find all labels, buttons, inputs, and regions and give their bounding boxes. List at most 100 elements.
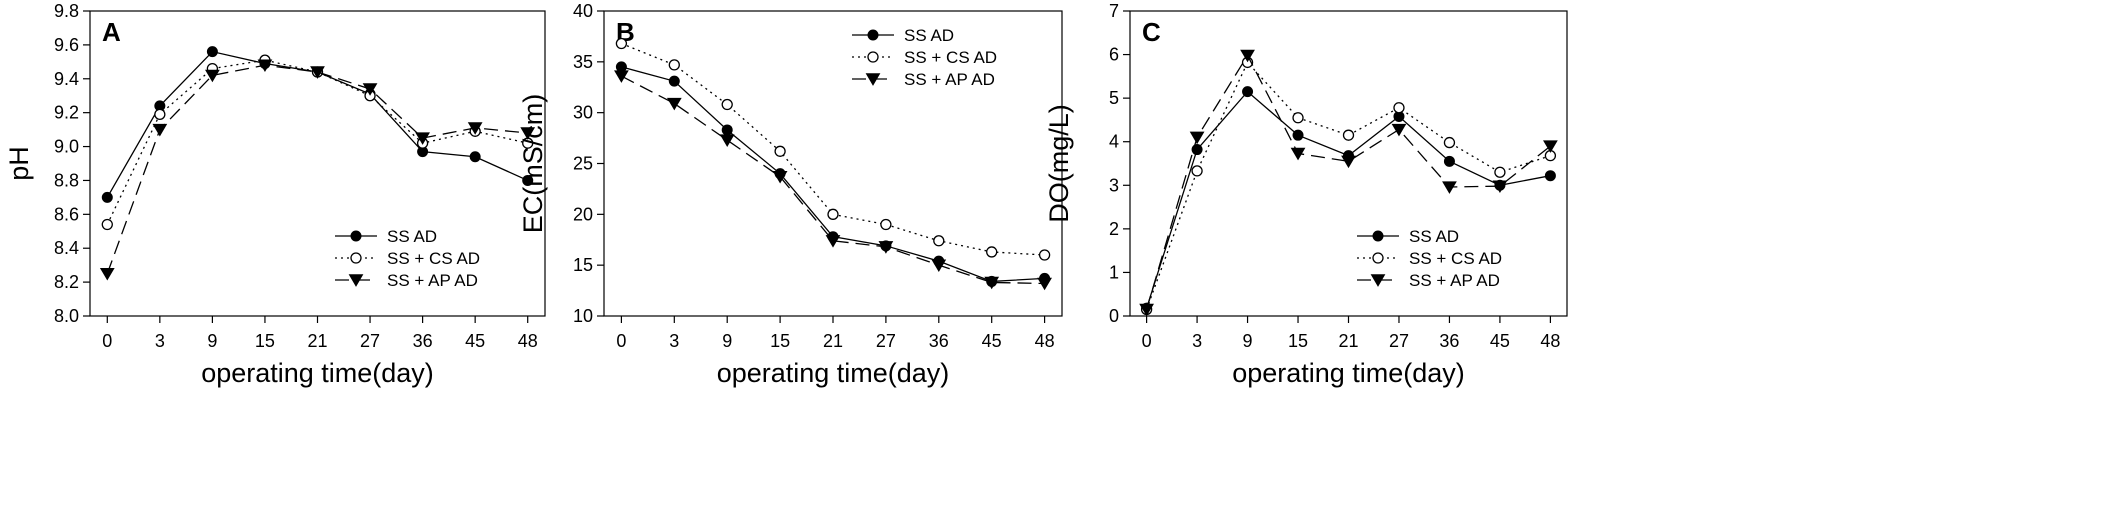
data-point xyxy=(1494,166,1506,178)
series-3 xyxy=(1139,49,1558,317)
legend: SS AD SS + CS AD SS + AP AD xyxy=(852,26,997,89)
data-point xyxy=(774,145,786,157)
legend-marker xyxy=(1372,252,1384,264)
y-tick-label: 25 xyxy=(573,154,593,174)
data-point xyxy=(878,241,894,254)
data-point xyxy=(1191,165,1203,177)
x-tick-label: 3 xyxy=(1192,331,1202,351)
data-point xyxy=(205,69,220,83)
series-line xyxy=(621,75,1045,285)
data-point xyxy=(1240,49,1255,63)
legend: SS AD SS + CS AD SS + AP AD xyxy=(335,227,480,290)
y-tick-label: 3 xyxy=(1109,175,1119,195)
series-2 xyxy=(615,37,1051,261)
data-point xyxy=(101,218,113,231)
data-point xyxy=(880,218,892,231)
y-tick-label: 30 xyxy=(573,103,593,123)
data-point xyxy=(257,59,273,73)
series-2 xyxy=(101,54,534,231)
data-point xyxy=(1189,131,1205,145)
x-tick-label: 48 xyxy=(518,331,538,351)
data-point xyxy=(1290,147,1306,161)
series-line xyxy=(106,64,528,274)
data-point xyxy=(1038,249,1051,261)
series-3 xyxy=(614,70,1052,291)
data-point xyxy=(522,174,534,186)
series-3 xyxy=(99,59,536,281)
data-point xyxy=(1544,170,1556,182)
data-point xyxy=(1242,86,1254,98)
y-tick-label: 0 xyxy=(1109,306,1119,326)
legend-marker xyxy=(1370,274,1386,287)
y-tick-label: 9.6 xyxy=(54,35,79,55)
data-point xyxy=(1442,181,1457,194)
x-tick-label: 21 xyxy=(823,331,843,351)
x-tick-label: 36 xyxy=(1439,331,1459,351)
y-tick-label: 9.0 xyxy=(54,137,79,157)
y-axis-title: DO(mg/L) xyxy=(1044,104,1074,223)
x-tick-label: 45 xyxy=(1490,331,1510,351)
data-point xyxy=(1443,136,1456,149)
series-line xyxy=(1145,61,1551,310)
y-tick-label: 8.2 xyxy=(54,272,79,292)
x-tick-label: 48 xyxy=(1540,331,1560,351)
data-point xyxy=(101,191,113,203)
legend: SS AD SS + CS AD SS + AP AD xyxy=(1357,227,1502,290)
data-point xyxy=(933,235,945,247)
panel-label: A xyxy=(102,17,121,47)
data-point xyxy=(666,97,682,111)
y-tick-label: 4 xyxy=(1109,132,1119,152)
x-tick-label: 3 xyxy=(155,331,165,351)
data-point xyxy=(721,124,733,136)
x-tick-label: 45 xyxy=(982,331,1002,351)
data-point xyxy=(469,151,481,163)
data-point xyxy=(1292,112,1304,124)
x-tick-label: 3 xyxy=(669,331,679,351)
legend-label: SS + AP AD xyxy=(387,271,478,290)
data-point xyxy=(1391,123,1407,137)
legend-label: SS AD xyxy=(387,227,437,246)
y-tick-label: 8.8 xyxy=(54,170,79,190)
legend-marker xyxy=(867,29,879,41)
legend-marker xyxy=(867,51,879,63)
y-tick-label: 5 xyxy=(1109,88,1119,108)
x-tick-label: 36 xyxy=(929,331,949,351)
y-tick-label: 20 xyxy=(573,204,593,224)
data-point xyxy=(1393,102,1405,114)
x-tick-label: 9 xyxy=(207,331,217,351)
y-tick-label: 35 xyxy=(573,52,593,72)
data-point xyxy=(719,134,735,147)
series-line xyxy=(621,66,1045,283)
data-point xyxy=(1443,155,1455,167)
y-tick-label: 1 xyxy=(1109,262,1119,282)
x-tick-label: 36 xyxy=(413,331,433,351)
legend-label: SS AD xyxy=(1409,227,1459,246)
legend-marker xyxy=(865,73,881,86)
series-line xyxy=(106,59,528,225)
data-point xyxy=(152,123,168,137)
y-axis-title: pH xyxy=(4,146,34,181)
data-point xyxy=(310,66,325,79)
y-tick-label: 2 xyxy=(1109,219,1119,239)
y-tick-label: 6 xyxy=(1109,45,1119,65)
x-tick-label: 0 xyxy=(616,331,626,351)
series-line xyxy=(1145,54,1551,310)
x-axis-title: operating time(day) xyxy=(717,358,950,388)
data-point xyxy=(772,171,788,184)
data-point xyxy=(1292,129,1304,141)
data-point xyxy=(99,267,115,281)
data-point xyxy=(1037,277,1052,291)
data-point xyxy=(825,235,841,248)
x-tick-label: 9 xyxy=(722,331,732,351)
x-tick-label: 15 xyxy=(255,331,275,351)
x-axis-title: operating time(day) xyxy=(1232,358,1465,388)
chart-panel-a: 8.0 8.2 8.4 8.6 8.8 9.0 9.2 9.4 9.6 9.8 0 3 9 15 21 27 3… xyxy=(4,1,546,388)
y-tick-label: 15 xyxy=(573,255,593,275)
data-point xyxy=(1341,155,1356,169)
x-tick-label: 9 xyxy=(1243,331,1253,351)
legend-marker xyxy=(348,274,364,287)
data-point xyxy=(1342,129,1355,141)
y-tick-label: 8.6 xyxy=(54,204,79,224)
x-axis-title: operating time(day) xyxy=(201,358,434,388)
